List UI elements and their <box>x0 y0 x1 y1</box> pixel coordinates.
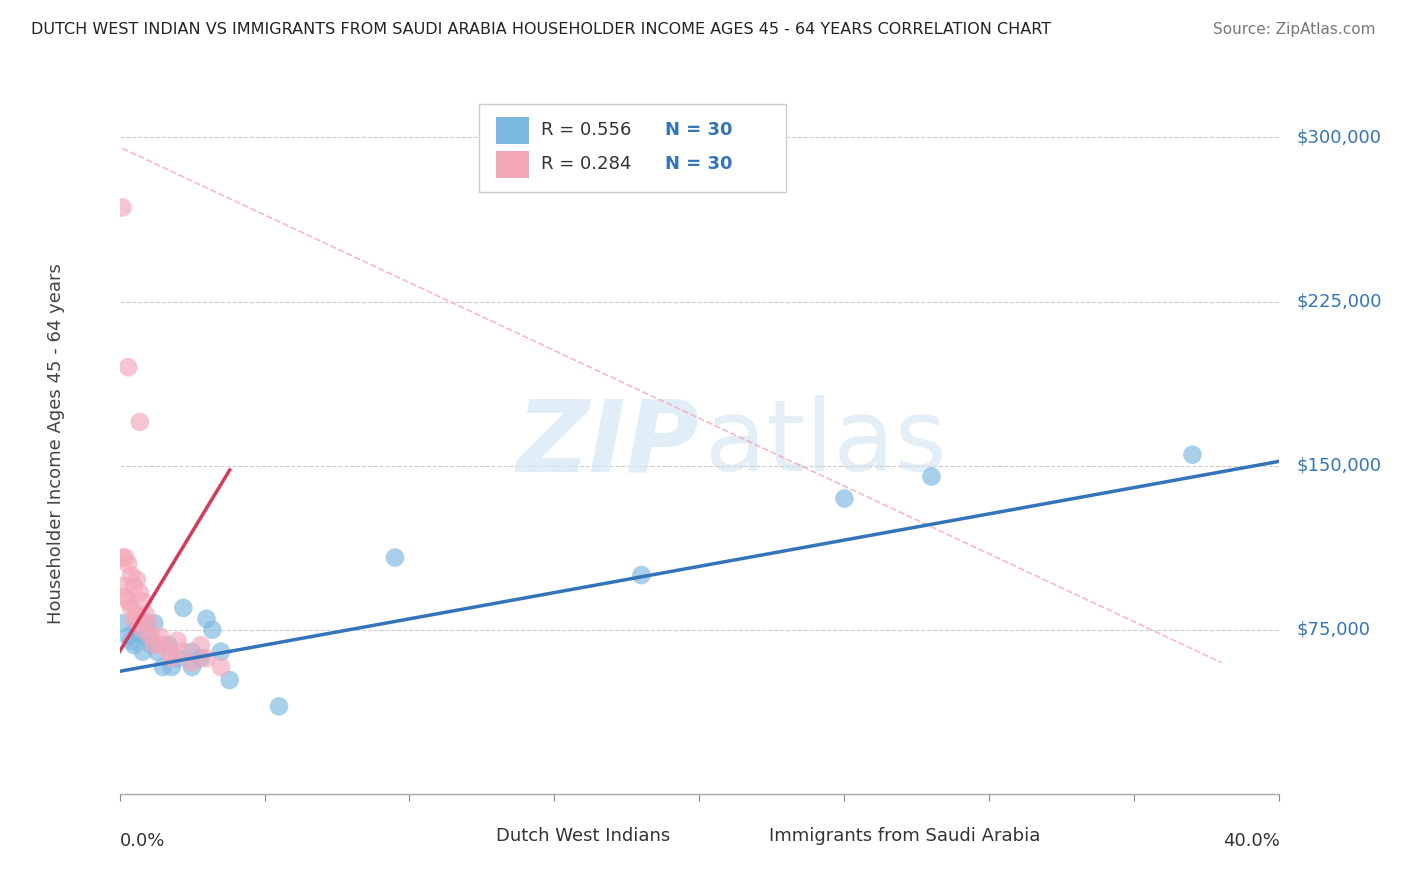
Point <box>125 573 148 587</box>
Text: R = 0.556: R = 0.556 <box>540 121 631 139</box>
Point <box>111 550 134 565</box>
Point <box>128 585 150 599</box>
Text: $75,000: $75,000 <box>1296 621 1371 639</box>
Point <box>195 651 218 665</box>
Text: atlas: atlas <box>706 395 946 492</box>
Text: DUTCH WEST INDIAN VS IMMIGRANTS FROM SAUDI ARABIA HOUSEHOLDER INCOME AGES 45 - 6: DUTCH WEST INDIAN VS IMMIGRANTS FROM SAU… <box>31 22 1052 37</box>
Point <box>160 651 183 665</box>
Point <box>181 656 204 670</box>
Point <box>209 645 232 659</box>
Point <box>135 616 157 631</box>
Point <box>141 629 163 643</box>
Point <box>122 579 145 593</box>
Point <box>117 557 139 571</box>
Point <box>117 360 139 375</box>
Bar <box>461 827 488 847</box>
Point <box>138 616 160 631</box>
Point <box>132 594 155 608</box>
Text: Householder Income Ages 45 - 64 years: Householder Income Ages 45 - 64 years <box>46 263 65 624</box>
Bar <box>496 151 529 178</box>
Point <box>152 638 174 652</box>
Point <box>190 651 212 665</box>
Point <box>834 491 856 506</box>
Point <box>120 600 142 615</box>
Text: Immigrants from Saudi Arabia: Immigrants from Saudi Arabia <box>769 827 1040 845</box>
Point <box>195 612 218 626</box>
Point <box>149 629 172 643</box>
Bar <box>496 118 529 145</box>
Point <box>132 645 155 659</box>
Point <box>114 590 136 604</box>
Point <box>143 616 166 631</box>
Text: N = 30: N = 30 <box>665 121 733 139</box>
Point <box>209 660 232 674</box>
Point <box>111 616 134 631</box>
Point <box>267 699 290 714</box>
Point <box>921 469 943 483</box>
Point <box>190 638 212 652</box>
Point <box>152 660 174 674</box>
Text: $225,000: $225,000 <box>1296 293 1382 310</box>
Point <box>218 673 240 687</box>
Point <box>125 607 148 622</box>
Bar <box>734 827 759 847</box>
Text: N = 30: N = 30 <box>665 155 733 173</box>
Point <box>111 201 134 215</box>
Point <box>181 660 204 674</box>
Point <box>166 651 188 665</box>
Point <box>120 633 142 648</box>
Point <box>125 623 148 637</box>
Point <box>384 550 406 565</box>
Text: $300,000: $300,000 <box>1296 128 1382 146</box>
Point <box>143 638 166 652</box>
Text: 0.0%: 0.0% <box>120 832 165 850</box>
Point <box>128 627 150 641</box>
Point <box>117 629 139 643</box>
Point <box>135 607 157 622</box>
Point <box>1181 448 1204 462</box>
Point <box>157 638 180 652</box>
Text: 40.0%: 40.0% <box>1223 832 1279 850</box>
Point <box>181 645 204 659</box>
Point <box>117 594 139 608</box>
Point <box>138 629 160 643</box>
Point <box>146 645 169 659</box>
Text: ZIP: ZIP <box>516 395 700 492</box>
Point <box>166 633 188 648</box>
Text: Dutch West Indians: Dutch West Indians <box>496 827 671 845</box>
Point <box>114 550 136 565</box>
Text: R = 0.284: R = 0.284 <box>540 155 631 173</box>
Point <box>128 616 150 631</box>
Point <box>160 660 183 674</box>
Point <box>120 568 142 582</box>
Point <box>122 638 145 652</box>
Point <box>157 645 180 659</box>
FancyBboxPatch shape <box>479 104 786 192</box>
Point <box>128 415 150 429</box>
Point <box>630 568 652 582</box>
Point <box>172 645 194 659</box>
Point <box>132 623 155 637</box>
Point <box>122 612 145 626</box>
Point <box>111 579 134 593</box>
Point <box>201 623 224 637</box>
Point <box>141 638 163 652</box>
Text: Source: ZipAtlas.com: Source: ZipAtlas.com <box>1212 22 1375 37</box>
Point <box>172 600 194 615</box>
Text: $150,000: $150,000 <box>1296 457 1382 475</box>
